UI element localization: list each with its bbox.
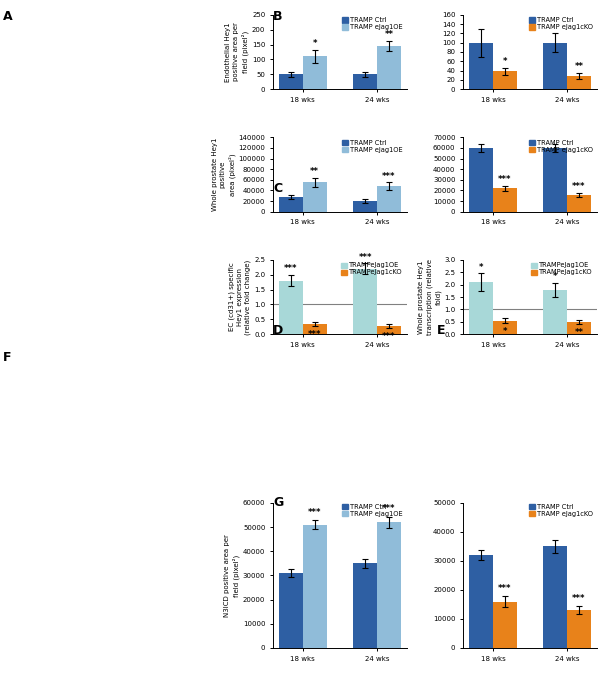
Legend: TRAMP Ctrl, TRAMP eJag1cKO: TRAMP Ctrl, TRAMP eJag1cKO <box>529 17 593 31</box>
Bar <box>353 269 377 334</box>
Bar <box>544 547 567 648</box>
Text: D: D <box>273 324 283 337</box>
Y-axis label: Whole prostate Hey1
positive
area (pixel²): Whole prostate Hey1 positive area (pixel… <box>212 138 236 211</box>
Text: B: B <box>273 10 283 23</box>
Text: ***: *** <box>382 171 395 181</box>
Text: ***: *** <box>572 182 586 190</box>
Bar <box>279 573 303 648</box>
Text: ***: *** <box>382 504 395 513</box>
Bar <box>377 186 401 212</box>
Bar <box>377 326 401 334</box>
Text: *: * <box>553 272 557 281</box>
Bar <box>567 76 591 89</box>
Legend: TRAMPeJag1OE, TRAMPeJag1cKO: TRAMPeJag1OE, TRAMPeJag1cKO <box>531 262 593 276</box>
Bar <box>544 43 567 89</box>
Text: ***: *** <box>382 331 395 341</box>
Text: F: F <box>3 351 11 364</box>
Bar <box>303 324 326 334</box>
Text: *: * <box>503 57 507 66</box>
Bar <box>303 524 326 648</box>
Bar <box>493 321 517 334</box>
Text: ***: *** <box>498 584 512 593</box>
Legend: TRAMP Ctrl, TRAMP eJag1OE: TRAMP Ctrl, TRAMP eJag1OE <box>341 139 404 153</box>
Bar <box>469 148 493 212</box>
Bar <box>493 72 517 89</box>
Text: **: ** <box>310 167 319 176</box>
Bar <box>469 282 493 334</box>
Bar <box>469 43 493 89</box>
Legend: TRAMPeJag1OE, TRAMPeJag1cKO: TRAMPeJag1OE, TRAMPeJag1cKO <box>341 262 404 276</box>
Text: ***: *** <box>308 329 322 339</box>
Bar <box>353 201 377 212</box>
Bar <box>279 74 303 89</box>
Text: ***: *** <box>358 252 372 262</box>
Bar <box>567 194 591 212</box>
Legend: TRAMP Ctrl, TRAMP eJag1cKO: TRAMP Ctrl, TRAMP eJag1cKO <box>529 504 593 518</box>
Legend: TRAMP Ctrl, TRAMP eJag1cKO: TRAMP Ctrl, TRAMP eJag1cKO <box>529 139 593 153</box>
Legend: TRAMP Ctrl, TRAMP eJag1OE: TRAMP Ctrl, TRAMP eJag1OE <box>341 504 404 518</box>
Text: ***: *** <box>498 175 512 184</box>
Text: *: * <box>313 39 317 48</box>
Text: **: ** <box>575 328 584 337</box>
Bar <box>279 281 303 334</box>
Y-axis label: Whole prostate Hey1
transcription (relative
fold): Whole prostate Hey1 transcription (relat… <box>418 259 442 335</box>
Legend: TRAMP Ctrl, TRAMP eJag1OE: TRAMP Ctrl, TRAMP eJag1OE <box>341 17 404 31</box>
Bar <box>544 148 567 212</box>
Bar <box>567 322 591 334</box>
Text: ***: *** <box>284 265 298 273</box>
Text: ***: *** <box>572 593 586 603</box>
Text: G: G <box>273 496 283 509</box>
Y-axis label: N3ICD positive area per
field (pixel²): N3ICD positive area per field (pixel²) <box>224 534 240 617</box>
Text: E: E <box>437 324 445 337</box>
Bar <box>377 522 401 648</box>
Bar <box>353 564 377 648</box>
Text: **: ** <box>385 30 394 39</box>
Bar <box>303 182 326 212</box>
Text: *: * <box>479 263 484 271</box>
Bar <box>303 57 326 89</box>
Bar <box>353 74 377 89</box>
Text: *: * <box>503 327 507 336</box>
Y-axis label: Endothelial Hey1
positive area per
field (pixel²): Endothelial Hey1 positive area per field… <box>225 22 249 82</box>
Bar <box>567 610 591 648</box>
Bar <box>493 188 517 212</box>
Text: **: ** <box>575 63 584 72</box>
Bar <box>279 197 303 212</box>
Text: ***: *** <box>308 508 322 516</box>
Bar <box>493 601 517 648</box>
Text: C: C <box>273 182 282 195</box>
Y-axis label: EC (cd31+) specific
Hey1 expression
(relative fold change): EC (cd31+) specific Hey1 expression (rel… <box>229 259 251 335</box>
Bar <box>469 555 493 648</box>
Text: A: A <box>3 10 13 23</box>
Bar <box>377 46 401 89</box>
Bar <box>544 290 567 334</box>
